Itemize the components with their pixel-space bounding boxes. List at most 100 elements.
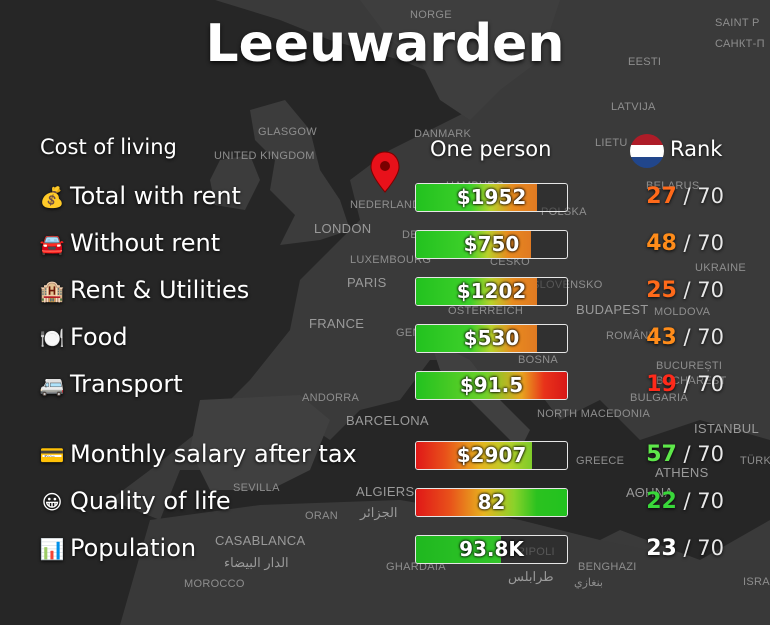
bar-fill	[416, 442, 533, 469]
map-label: ALGIERS	[356, 484, 415, 499]
bar-value: $530	[463, 326, 520, 350]
page-title: Leeuwarden	[205, 14, 565, 74]
map-label: GHARDAIA	[386, 561, 446, 573]
map-label: BUCUREȘTI	[656, 360, 723, 372]
bar-fill	[416, 231, 531, 258]
map-label: طرابلس	[508, 569, 554, 584]
rank-number: 48	[646, 231, 677, 256]
map-label: PARIS	[347, 275, 387, 290]
map-label: DANMARK	[414, 128, 472, 140]
map-label: LIETU	[595, 137, 628, 149]
row-label: 💳 Monthly salary after tax	[38, 440, 357, 468]
row-label: 💰 Total with rent	[38, 182, 241, 210]
flag-stripe-white	[630, 145, 664, 157]
map-label: MOLDOVA	[654, 306, 711, 318]
bar-fill	[416, 536, 501, 563]
category-icon: 😀	[41, 490, 63, 514]
rank-total: / 70	[683, 442, 724, 466]
map-label: LUXEMBOURG	[350, 254, 432, 266]
rank-value: 19 / 70	[600, 372, 724, 397]
flag-stripe-blue	[630, 156, 664, 168]
map-label: ČESKO	[490, 256, 531, 268]
rank-number: 57	[646, 442, 677, 467]
rank-number: 19	[646, 372, 677, 397]
map-label: BELARUS	[646, 180, 700, 192]
bar-value: $750	[463, 232, 520, 256]
category-label: Population	[70, 534, 197, 562]
rank-total: / 70	[683, 489, 724, 513]
rank-total: / 70	[683, 325, 724, 349]
map-label: الدار البيضاء	[224, 555, 289, 570]
map-label: بنغازي	[574, 577, 603, 589]
value-bar: $2907	[415, 441, 568, 470]
bar-fill	[416, 372, 567, 399]
map-label: CASABLANCA	[215, 533, 306, 548]
category-icon: 📊	[39, 537, 65, 561]
rank-number: 25	[646, 278, 677, 303]
category-label: Without rent	[70, 229, 221, 257]
map-label: ROMÂNIA	[606, 330, 660, 342]
value-bar: $91.5	[415, 371, 568, 400]
rank-value: 48 / 70	[600, 231, 724, 256]
rank-value: 57 / 70	[600, 442, 724, 467]
bar-fill	[416, 489, 567, 516]
rank-total: / 70	[683, 231, 724, 255]
bar-value: 82	[477, 490, 506, 514]
map-label: UKRAINE	[695, 262, 746, 274]
value-bar: $1952	[415, 183, 568, 212]
map-label: MOROCCO	[184, 578, 245, 590]
rank-number: 43	[646, 325, 677, 350]
bar-value: $2907	[456, 443, 527, 467]
map-label: BOSNA	[518, 354, 559, 366]
cost-of-living-header: Cost of living	[40, 135, 177, 159]
one-person-header: One person	[430, 137, 552, 161]
row-label: 🚐 Transport	[38, 370, 183, 398]
category-icon: 💰	[39, 185, 65, 209]
map-label: ÖSTERREICH	[448, 305, 524, 317]
category-label: Food	[70, 323, 128, 351]
value-bar: $530	[415, 324, 568, 353]
map-label: UNITED KINGDOM	[214, 150, 315, 162]
category-icon: 🚐	[39, 373, 65, 397]
map-label: ISRA	[743, 576, 770, 588]
rank-value: 25 / 70	[600, 278, 724, 303]
rank-number: 27	[646, 184, 677, 209]
map-label: GREECE	[576, 455, 625, 467]
map-label: NEDERLAND	[350, 199, 421, 211]
map-label: ΑΘΗΝΑ	[626, 485, 674, 500]
bar-value: $1202	[456, 279, 527, 303]
map-label: LONDON	[314, 221, 372, 236]
row-label: 🍽️ Food	[38, 323, 128, 351]
map-label: NORTH MACEDONIA	[537, 408, 651, 420]
rank-number: 23	[646, 536, 677, 561]
category-label: Quality of life	[70, 487, 231, 515]
row-label: 🚘 Without rent	[38, 229, 221, 257]
bar-fill	[416, 184, 537, 211]
category-label: Rent & Utilities	[70, 276, 250, 304]
rank-value: 22 / 70	[600, 489, 724, 514]
map-label: ATHENS	[655, 465, 709, 480]
value-bar: $1202	[415, 277, 568, 306]
map-label: BUDAPEST	[576, 302, 649, 317]
bar-value: $91.5	[459, 373, 524, 397]
map-label: ORAN	[305, 510, 338, 522]
map-label: GLASGOW	[258, 126, 317, 138]
rank-total: / 70	[683, 278, 724, 302]
rank-value: 43 / 70	[600, 325, 724, 350]
row-label: 📊 Population	[38, 534, 197, 562]
category-label: Monthly salary after tax	[70, 440, 357, 468]
value-bar: 82	[415, 488, 568, 517]
category-icon: 🏨	[39, 279, 65, 303]
rank-value: 23 / 70	[600, 536, 724, 561]
rank-total: / 70	[683, 536, 724, 560]
map-label: SAINT P	[715, 17, 760, 29]
map-label: FRANCE	[309, 316, 365, 331]
rank-value: 27 / 70	[600, 184, 724, 209]
netherlands-flag-icon	[630, 134, 664, 168]
map-label: TÜRK	[740, 455, 770, 467]
map-label: الجزائر	[360, 505, 398, 520]
rank-total: / 70	[683, 372, 724, 396]
row-label: 🏨 Rent & Utilities	[38, 276, 250, 304]
row-label: 😀 Quality of life	[38, 487, 231, 515]
category-icon: 🚘	[39, 232, 65, 256]
